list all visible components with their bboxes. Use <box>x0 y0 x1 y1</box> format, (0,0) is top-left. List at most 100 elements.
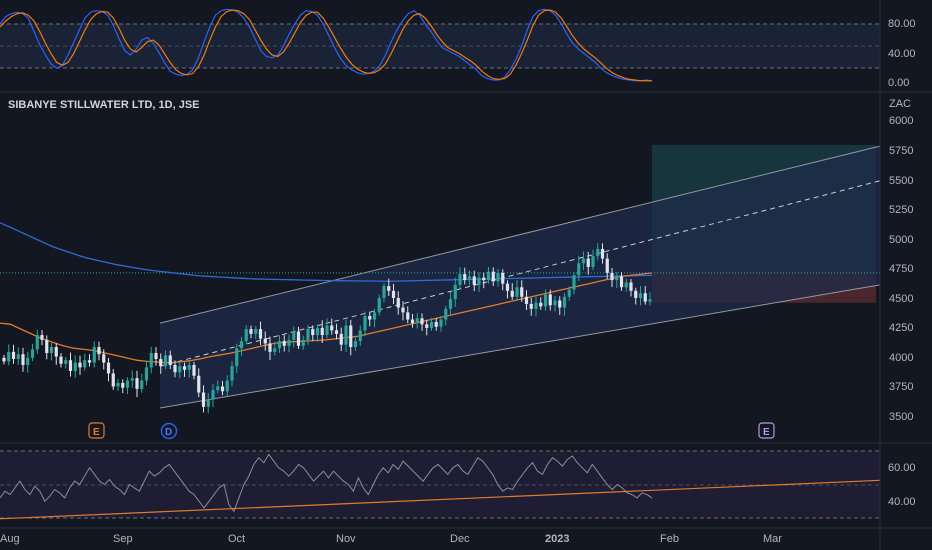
upcoming-earnings-label: E <box>763 427 770 438</box>
candle <box>444 305 448 326</box>
candle <box>230 361 234 387</box>
regression-channel-fill[interactable] <box>160 146 880 409</box>
candle <box>610 267 614 288</box>
x-label-mar: Mar <box>763 533 782 545</box>
time-axis[interactable]: Aug Sep Oct Nov Dec 2023 Feb Mar <box>0 533 782 545</box>
candle-body <box>97 347 101 355</box>
candle <box>605 253 609 279</box>
candle-body <box>458 274 462 285</box>
rsi-tick-60: 60.00 <box>888 462 916 474</box>
candle <box>553 295 557 312</box>
candle <box>377 294 381 316</box>
candle-body <box>197 375 201 393</box>
stoch-tick-0: 0.00 <box>888 77 909 89</box>
candle-body <box>415 318 419 324</box>
regression-channel-median[interactable] <box>159 180 881 367</box>
candle-body <box>548 294 552 306</box>
candle-body <box>225 380 229 392</box>
price-tick-5750: 5750 <box>889 145 913 157</box>
candle <box>273 341 277 356</box>
candle-body <box>363 315 367 331</box>
candle-body <box>372 312 377 320</box>
candle-body <box>45 339 49 354</box>
candle <box>254 325 258 340</box>
candle-body <box>619 276 624 288</box>
candle <box>125 377 130 395</box>
candle <box>87 354 92 367</box>
candle <box>64 357 68 369</box>
candle-body <box>268 343 272 352</box>
rsi-band-fill <box>0 451 880 518</box>
earnings-event-marker[interactable]: E <box>88 422 105 439</box>
candle <box>83 353 87 371</box>
long-moving-average <box>0 222 653 282</box>
candle <box>173 360 177 378</box>
candle <box>111 369 115 390</box>
candle-body <box>491 271 495 282</box>
regression-channel-upper[interactable] <box>159 145 881 324</box>
candle <box>558 296 562 315</box>
candle-body <box>296 331 301 346</box>
candle <box>477 272 481 293</box>
candle-body <box>178 366 182 373</box>
candle <box>453 277 457 307</box>
candle <box>539 297 543 310</box>
candle <box>16 347 20 365</box>
candle-body <box>116 382 120 387</box>
candle-body <box>558 300 562 308</box>
candle <box>73 355 77 378</box>
candle <box>467 270 472 286</box>
candle <box>486 267 491 284</box>
candle-body <box>220 386 225 392</box>
candle-body <box>643 293 647 302</box>
candle <box>520 280 524 302</box>
candle-body <box>140 380 144 389</box>
regression-channel-lower[interactable] <box>159 284 881 409</box>
candle <box>534 296 538 317</box>
candle-body <box>30 349 35 358</box>
dividend-event-marker[interactable]: D <box>160 422 178 440</box>
x-label-oct: Oct <box>228 533 245 545</box>
candle-body <box>149 353 153 368</box>
candlestick-series <box>2 242 652 414</box>
candle-body <box>111 373 115 387</box>
candle-body <box>396 298 400 308</box>
candle <box>268 336 272 360</box>
candle-body <box>349 325 353 348</box>
candle <box>54 343 58 365</box>
candle-body <box>11 351 16 360</box>
candle <box>182 362 187 377</box>
candle <box>510 283 514 300</box>
candle-body <box>439 319 443 327</box>
candle <box>225 375 229 397</box>
candle-body <box>182 366 187 370</box>
candle-body <box>135 378 139 389</box>
candle <box>277 334 282 353</box>
candle-body <box>230 366 234 381</box>
candle-body <box>187 364 191 370</box>
candle <box>244 325 248 345</box>
candle <box>154 347 158 366</box>
candle-body <box>486 271 491 281</box>
upcoming-earnings-event-marker[interactable]: E <box>758 422 775 439</box>
candle <box>529 297 533 316</box>
candle-body <box>615 276 619 281</box>
candle <box>391 283 396 305</box>
candle-body <box>591 256 595 267</box>
candle <box>586 251 590 275</box>
price-panel: SIBANYE STILLWATER LTD, 1D, JSE ZAC 6000… <box>0 98 913 440</box>
candle-body <box>173 364 177 373</box>
candle-body <box>330 325 334 331</box>
candle-body <box>78 362 82 368</box>
candle-body <box>73 362 77 371</box>
candle <box>401 301 405 321</box>
candle-body <box>543 294 548 307</box>
rsi-panel: 60.00 40.00 <box>0 450 916 520</box>
candle <box>524 290 529 310</box>
candle-body <box>334 330 339 334</box>
candle-body <box>106 362 111 374</box>
candle <box>249 325 253 339</box>
candle <box>168 350 172 370</box>
price-tick-4500: 4500 <box>889 293 913 305</box>
